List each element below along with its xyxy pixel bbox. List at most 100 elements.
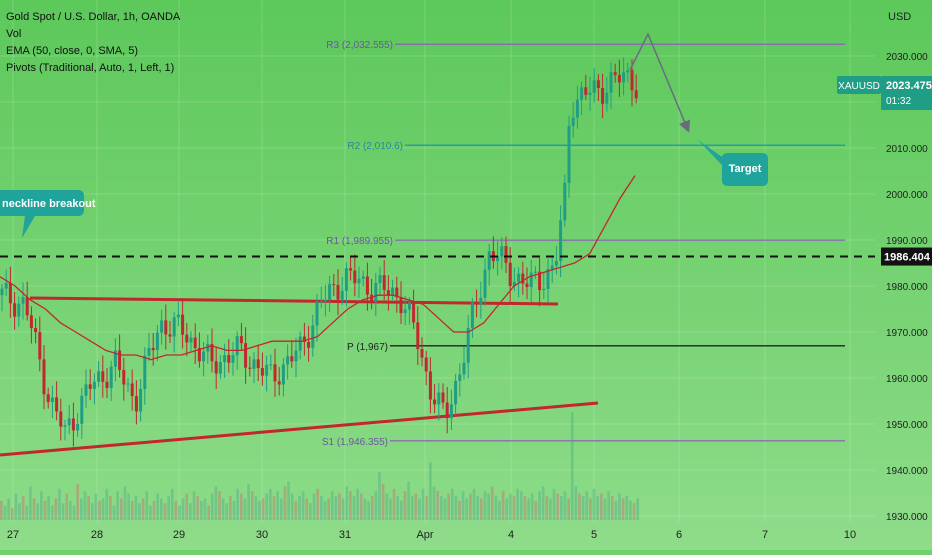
volume-bar: [527, 498, 530, 520]
volume-bar: [36, 503, 39, 520]
volume-bar: [392, 488, 396, 520]
neckline-badge: [881, 247, 932, 266]
volume-bar: [294, 500, 298, 520]
candle-body: [462, 362, 466, 375]
candle-body: [210, 343, 214, 362]
volume-bar: [610, 496, 614, 520]
candle-body: [441, 392, 445, 403]
volume-bar: [214, 486, 218, 520]
candle-body: [147, 347, 151, 356]
volume-bar: [130, 500, 134, 520]
volume-bar: [603, 498, 607, 520]
pivot-levels: R3 (2,032.555) R2 (2,010.6) R1 (1,989.955)…: [322, 40, 845, 448]
volume-bar: [7, 498, 10, 520]
volume-bar: [450, 488, 454, 520]
x-tick-label: 5: [591, 529, 597, 541]
volume-bar: [614, 500, 618, 520]
candle-body: [185, 334, 189, 343]
neckline-trendline: [29, 296, 559, 306]
candle-body: [126, 383, 130, 385]
volume-bar: [592, 488, 596, 520]
candle-body: [269, 364, 273, 366]
candle-body: [76, 423, 80, 431]
volume-bar: [210, 493, 214, 520]
y-tick-label: 1960.000: [886, 374, 928, 385]
candle-body: [529, 272, 533, 287]
candle-body: [46, 394, 50, 403]
candle-body: [80, 395, 84, 424]
candle-body: [172, 317, 176, 337]
volume-bar: [65, 493, 69, 520]
volume-bar: [330, 491, 334, 520]
candle-body: [403, 309, 407, 314]
candle-body: [265, 364, 269, 376]
candle-body: [458, 374, 462, 381]
pivot-label: P (1,967): [347, 342, 388, 353]
price-axis[interactable]: USD2030.0002020.0002010.0002000.0001990.…: [837, 11, 932, 523]
time-axis[interactable]: 27 28 29 30 31 Apr 4 5 6 7 10: [7, 529, 856, 541]
candle-body: [449, 404, 453, 419]
volume-bar: [483, 491, 487, 520]
volume-bar: [320, 496, 323, 520]
candle-body: [592, 80, 596, 93]
volume-bar: [123, 486, 127, 520]
price-badge: [881, 76, 932, 111]
candle-body: [88, 384, 92, 389]
candle-body: [244, 343, 248, 368]
volume-bar: [440, 496, 443, 520]
candle-body: [134, 396, 138, 412]
pivot-label: R3 (2,032.555): [326, 40, 393, 51]
volume-bar: [472, 488, 476, 520]
y-tick-label: 2000.000: [886, 190, 928, 201]
candle-body: [256, 359, 260, 368]
volume-bar: [607, 491, 610, 520]
candle-body: [504, 246, 508, 263]
candle-body: [374, 282, 378, 302]
candle-body: [596, 80, 600, 89]
candle-body: [370, 294, 374, 302]
legend-symbol[interactable]: Gold Spot / U.S. Dollar, 1h, OANDA: [6, 11, 181, 23]
volume-bar: [258, 500, 261, 520]
volume-bar: [280, 498, 283, 520]
candle-body: [508, 262, 512, 287]
volume-bar: [61, 503, 65, 520]
volume-bar: [414, 493, 418, 520]
candle-body: [399, 297, 403, 314]
legend-ema[interactable]: EMA (50, close, 0, SMA, 5): [6, 45, 139, 57]
volume-bar: [76, 484, 79, 520]
volume-bar: [443, 498, 447, 520]
volume-bar: [345, 486, 349, 520]
x-tick-label: 31: [339, 529, 351, 541]
volume-bar: [112, 505, 116, 520]
candle-body: [622, 72, 626, 83]
volume-bar: [265, 493, 269, 520]
candle-body: [428, 371, 432, 400]
volume-bar: [192, 491, 196, 520]
candle-body: [487, 251, 491, 270]
candle-body: [218, 362, 222, 374]
volume-bar: [185, 493, 189, 520]
candle-body: [302, 336, 306, 342]
candle-body: [63, 425, 67, 427]
volume-bar: [229, 496, 232, 520]
candle-body: [294, 350, 298, 362]
candle-body: [29, 315, 33, 329]
candle-body: [139, 388, 143, 412]
candle-body: [391, 287, 395, 295]
candle-body: [227, 355, 231, 363]
candle-body: [34, 328, 38, 333]
candle-body: [601, 88, 605, 104]
volume-bar: [636, 498, 639, 520]
candle-body: [206, 343, 210, 352]
legend-pivots[interactable]: Pivots (Traditional, Auto, 1, Left, 1): [6, 62, 175, 74]
pivot-label: R1 (1,989.955): [326, 236, 393, 247]
volume-bar: [363, 498, 367, 520]
candle-body: [311, 325, 315, 348]
volume-bar: [240, 493, 243, 520]
volume-bar: [47, 496, 50, 520]
candle-body: [214, 361, 218, 374]
legend-volume[interactable]: Vol: [6, 28, 22, 40]
